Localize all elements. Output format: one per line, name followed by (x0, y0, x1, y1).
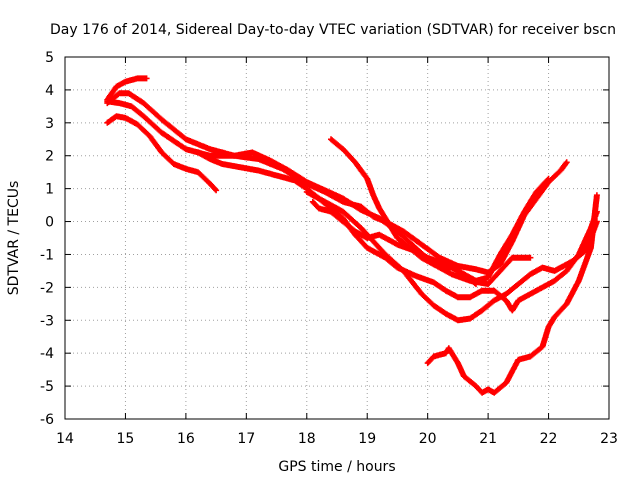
series-8 (424, 192, 600, 396)
y-tick-label: 5 (45, 50, 54, 66)
x-axis-label: GPS time / hours (278, 459, 395, 475)
y-tick-label: 4 (45, 83, 54, 99)
series-markers (104, 90, 570, 276)
x-tick-label: 19 (358, 431, 376, 447)
series-markers (303, 188, 600, 324)
series-2 (104, 90, 570, 276)
chart-title: Day 176 of 2014, Sidereal Day-to-day VTE… (50, 22, 616, 38)
x-tick-label: 18 (298, 431, 316, 447)
x-tick-label: 20 (419, 431, 437, 447)
y-tick-label: 0 (45, 215, 54, 231)
x-tick-label: 22 (540, 431, 558, 447)
y-tick-label: -1 (40, 247, 54, 263)
data-marks (104, 75, 600, 396)
x-tick-label: 17 (237, 431, 255, 447)
x-tick-label: 14 (56, 431, 74, 447)
x-tick-label: 16 (177, 431, 195, 447)
axis-ticks (64, 56, 610, 420)
y-axis-label: SDTVAR / TECUs (6, 181, 22, 296)
y-tick-label: 3 (45, 116, 54, 132)
series-4 (104, 113, 220, 194)
plot-frame (64, 56, 610, 420)
series-9 (309, 198, 479, 288)
x-tick-label: 23 (600, 431, 618, 447)
series-markers (104, 113, 220, 194)
grid (65, 57, 609, 419)
x-tick-label: 21 (479, 431, 497, 447)
y-tick-label: -2 (40, 280, 54, 296)
x-tick-label: 15 (117, 431, 135, 447)
y-tick-label: -4 (40, 346, 54, 362)
y-tick-label: 2 (45, 149, 54, 165)
series-markers (424, 192, 600, 396)
series-6 (303, 188, 600, 324)
y-tick-label: -3 (40, 313, 54, 329)
y-tick-label: 1 (45, 182, 54, 198)
y-tick-label: -6 (40, 412, 54, 428)
y-tick-label: -5 (40, 379, 54, 395)
series-markers (309, 198, 479, 288)
